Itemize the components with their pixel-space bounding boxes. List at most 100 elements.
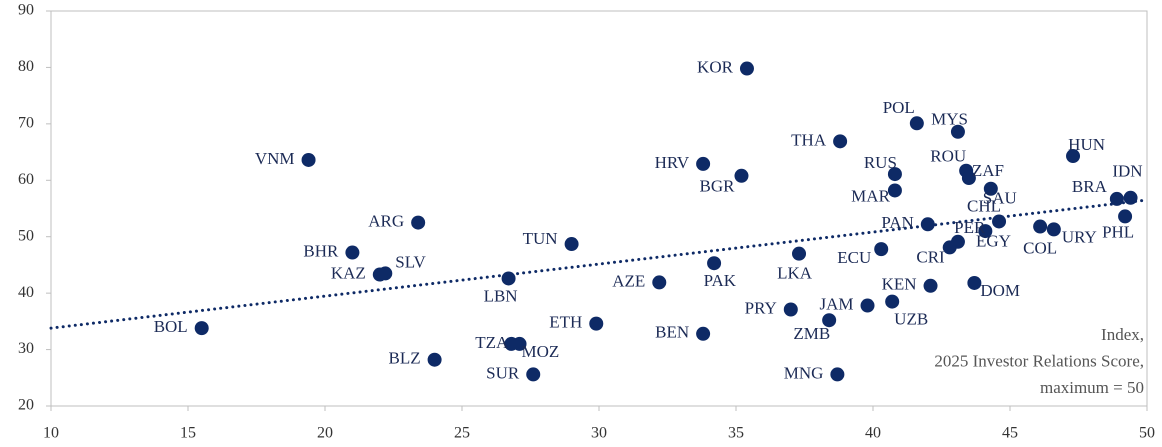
point-label: ZAF	[972, 161, 1004, 180]
point	[652, 275, 667, 290]
annotation: maximum = 50	[1040, 378, 1144, 397]
point-label: COL	[1023, 238, 1057, 257]
point-label: BRA	[1072, 177, 1108, 196]
annotation: 2025 Investor Relations Score,	[934, 351, 1144, 370]
point	[1109, 191, 1124, 206]
point	[833, 134, 848, 149]
y-tick-label: 20	[18, 397, 34, 414]
point-label: HUN	[1068, 135, 1105, 154]
point-label: JAM	[820, 294, 854, 313]
point-label: MNG	[784, 363, 824, 382]
point-label: UZB	[894, 310, 928, 329]
x-tick-label: 25	[454, 425, 470, 442]
point	[301, 152, 316, 167]
x-tick-label: 10	[43, 425, 59, 442]
point	[885, 294, 900, 309]
point	[372, 267, 387, 282]
point-label: LBN	[484, 286, 518, 305]
point	[696, 326, 711, 341]
point-label: RUS	[864, 153, 897, 172]
y-tick-label: 40	[18, 284, 34, 301]
point-label: HRV	[655, 153, 690, 172]
point	[967, 275, 982, 290]
y-tick-label: 90	[18, 2, 34, 19]
point	[923, 278, 938, 293]
point-label: EGY	[976, 232, 1011, 251]
point	[920, 217, 935, 232]
y-tick-label: 80	[18, 58, 34, 75]
point-label: PHL	[1102, 222, 1134, 241]
point-label: PER	[954, 218, 986, 237]
x-tick-label: 40	[865, 425, 881, 442]
point	[411, 215, 426, 230]
x-tick-label: 30	[591, 425, 607, 442]
x-tick-label: 20	[317, 425, 333, 442]
point-label: BLZ	[388, 349, 420, 368]
point-label: TZA	[475, 333, 509, 352]
point	[1066, 149, 1081, 164]
point	[501, 271, 516, 286]
point	[564, 237, 579, 252]
point-label: AZE	[612, 271, 645, 290]
point-label: PAK	[704, 271, 737, 290]
point-label: ZMB	[793, 324, 830, 343]
point	[992, 214, 1007, 229]
trendline	[49, 198, 1149, 330]
point-label: KEN	[882, 275, 917, 294]
point	[1123, 190, 1138, 205]
point	[526, 367, 541, 382]
point-label: SLV	[395, 252, 426, 271]
point	[978, 224, 993, 239]
point	[983, 181, 998, 196]
point-label: ROU	[930, 147, 966, 166]
point-label: MYS	[931, 110, 968, 129]
point-label: IDN	[1112, 162, 1142, 181]
y-tick-label: 30	[18, 340, 34, 357]
point-label: ETH	[549, 313, 582, 332]
point	[707, 256, 722, 271]
point-label: MAR	[851, 186, 890, 205]
point	[1033, 219, 1048, 234]
point	[696, 156, 711, 171]
point	[739, 61, 754, 76]
point	[887, 167, 902, 182]
point-label: POL	[883, 98, 915, 117]
point	[1118, 209, 1133, 224]
point-label: SAU	[983, 189, 1017, 208]
x-tick-label: 45	[1002, 425, 1018, 442]
point	[345, 245, 360, 260]
point	[822, 313, 837, 328]
point-label: LKA	[777, 264, 813, 283]
point	[1046, 222, 1061, 237]
point	[512, 336, 527, 351]
point	[874, 242, 889, 257]
point-label: BEN	[655, 323, 689, 342]
point-label: PRY	[745, 298, 777, 317]
annotation: Index,	[1101, 325, 1144, 344]
point	[909, 116, 924, 131]
point-label: CRI	[916, 247, 945, 266]
point	[961, 171, 976, 186]
point-label: MOZ	[522, 342, 560, 361]
point	[830, 367, 845, 382]
point	[942, 240, 957, 255]
point-label: VNM	[255, 149, 295, 168]
point-label: BGR	[700, 177, 736, 196]
point-label: KOR	[697, 57, 734, 76]
point-label: PAN	[881, 213, 913, 232]
point	[887, 183, 902, 198]
point-label: ARG	[368, 212, 404, 231]
point-label: URY	[1062, 227, 1097, 246]
y-tick-label: 70	[18, 115, 34, 132]
point	[950, 124, 965, 139]
point	[783, 302, 798, 317]
x-tick-label: 50	[1139, 425, 1155, 442]
point-label: ECU	[837, 248, 871, 267]
point	[860, 298, 875, 313]
y-tick-label: 60	[18, 171, 34, 188]
point-label: BHR	[303, 241, 339, 260]
point	[589, 316, 604, 331]
point	[194, 321, 209, 336]
point	[792, 246, 807, 261]
